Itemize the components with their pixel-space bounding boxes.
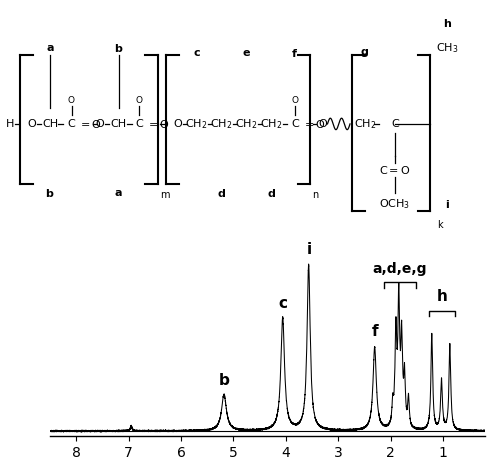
Text: C: C	[391, 119, 399, 129]
Text: $\bf{i}$: $\bf{i}$	[445, 198, 450, 210]
Text: $\bf{h}$: $\bf{h}$	[443, 17, 452, 29]
Text: $\bf{d}$: $\bf{d}$	[267, 187, 276, 199]
Text: $=$O: $=$O	[302, 118, 326, 130]
Text: m: m	[160, 190, 170, 200]
Text: CH$_2$: CH$_2$	[354, 117, 376, 131]
Text: a,d,e,g: a,d,e,g	[372, 262, 427, 276]
Text: $=$O: $=$O	[146, 118, 170, 130]
Text: CH$_2$: CH$_2$	[186, 117, 208, 131]
Text: $\bf{b}$: $\bf{b}$	[114, 42, 123, 54]
Text: h: h	[436, 289, 448, 304]
Text: i: i	[306, 242, 312, 257]
Text: O: O	[27, 119, 36, 129]
Text: CH$_2$: CH$_2$	[210, 117, 233, 131]
Text: $\bf{g}$: $\bf{g}$	[360, 47, 370, 59]
Text: $\bf{a}$: $\bf{a}$	[46, 43, 54, 53]
Text: $\bf{e}$: $\bf{e}$	[242, 48, 251, 58]
Text: c: c	[278, 296, 287, 311]
Text: O: O	[173, 119, 182, 129]
Text: O: O	[96, 119, 104, 129]
Text: C$=$O: C$=$O	[379, 164, 411, 176]
Text: n: n	[312, 190, 319, 200]
Text: C: C	[68, 119, 76, 129]
Text: C: C	[291, 119, 299, 129]
Text: $\bf{b}$: $\bf{b}$	[46, 187, 54, 199]
Text: k: k	[438, 220, 443, 230]
Text: CH$_2$: CH$_2$	[260, 117, 282, 131]
Text: f: f	[372, 324, 378, 339]
Text: $\bf{c}$: $\bf{c}$	[192, 48, 200, 58]
Text: b: b	[218, 374, 230, 388]
Text: $=$O: $=$O	[78, 118, 102, 130]
Text: CH: CH	[110, 119, 126, 129]
Text: C: C	[135, 119, 143, 129]
Text: OCH$_3$: OCH$_3$	[380, 197, 410, 211]
Text: $\bf{d}$: $\bf{d}$	[217, 187, 226, 199]
Text: O: O	[318, 119, 327, 129]
Text: $\bf{f}$: $\bf{f}$	[292, 47, 298, 59]
Text: O: O	[292, 96, 298, 106]
Text: O: O	[136, 96, 142, 106]
Text: CH$_3$: CH$_3$	[436, 41, 458, 55]
Text: CH$_2$: CH$_2$	[236, 117, 258, 131]
Text: O: O	[68, 96, 75, 106]
Text: $\bf{a}$: $\bf{a}$	[114, 188, 123, 198]
Text: CH: CH	[42, 119, 58, 129]
Text: H: H	[6, 119, 14, 129]
